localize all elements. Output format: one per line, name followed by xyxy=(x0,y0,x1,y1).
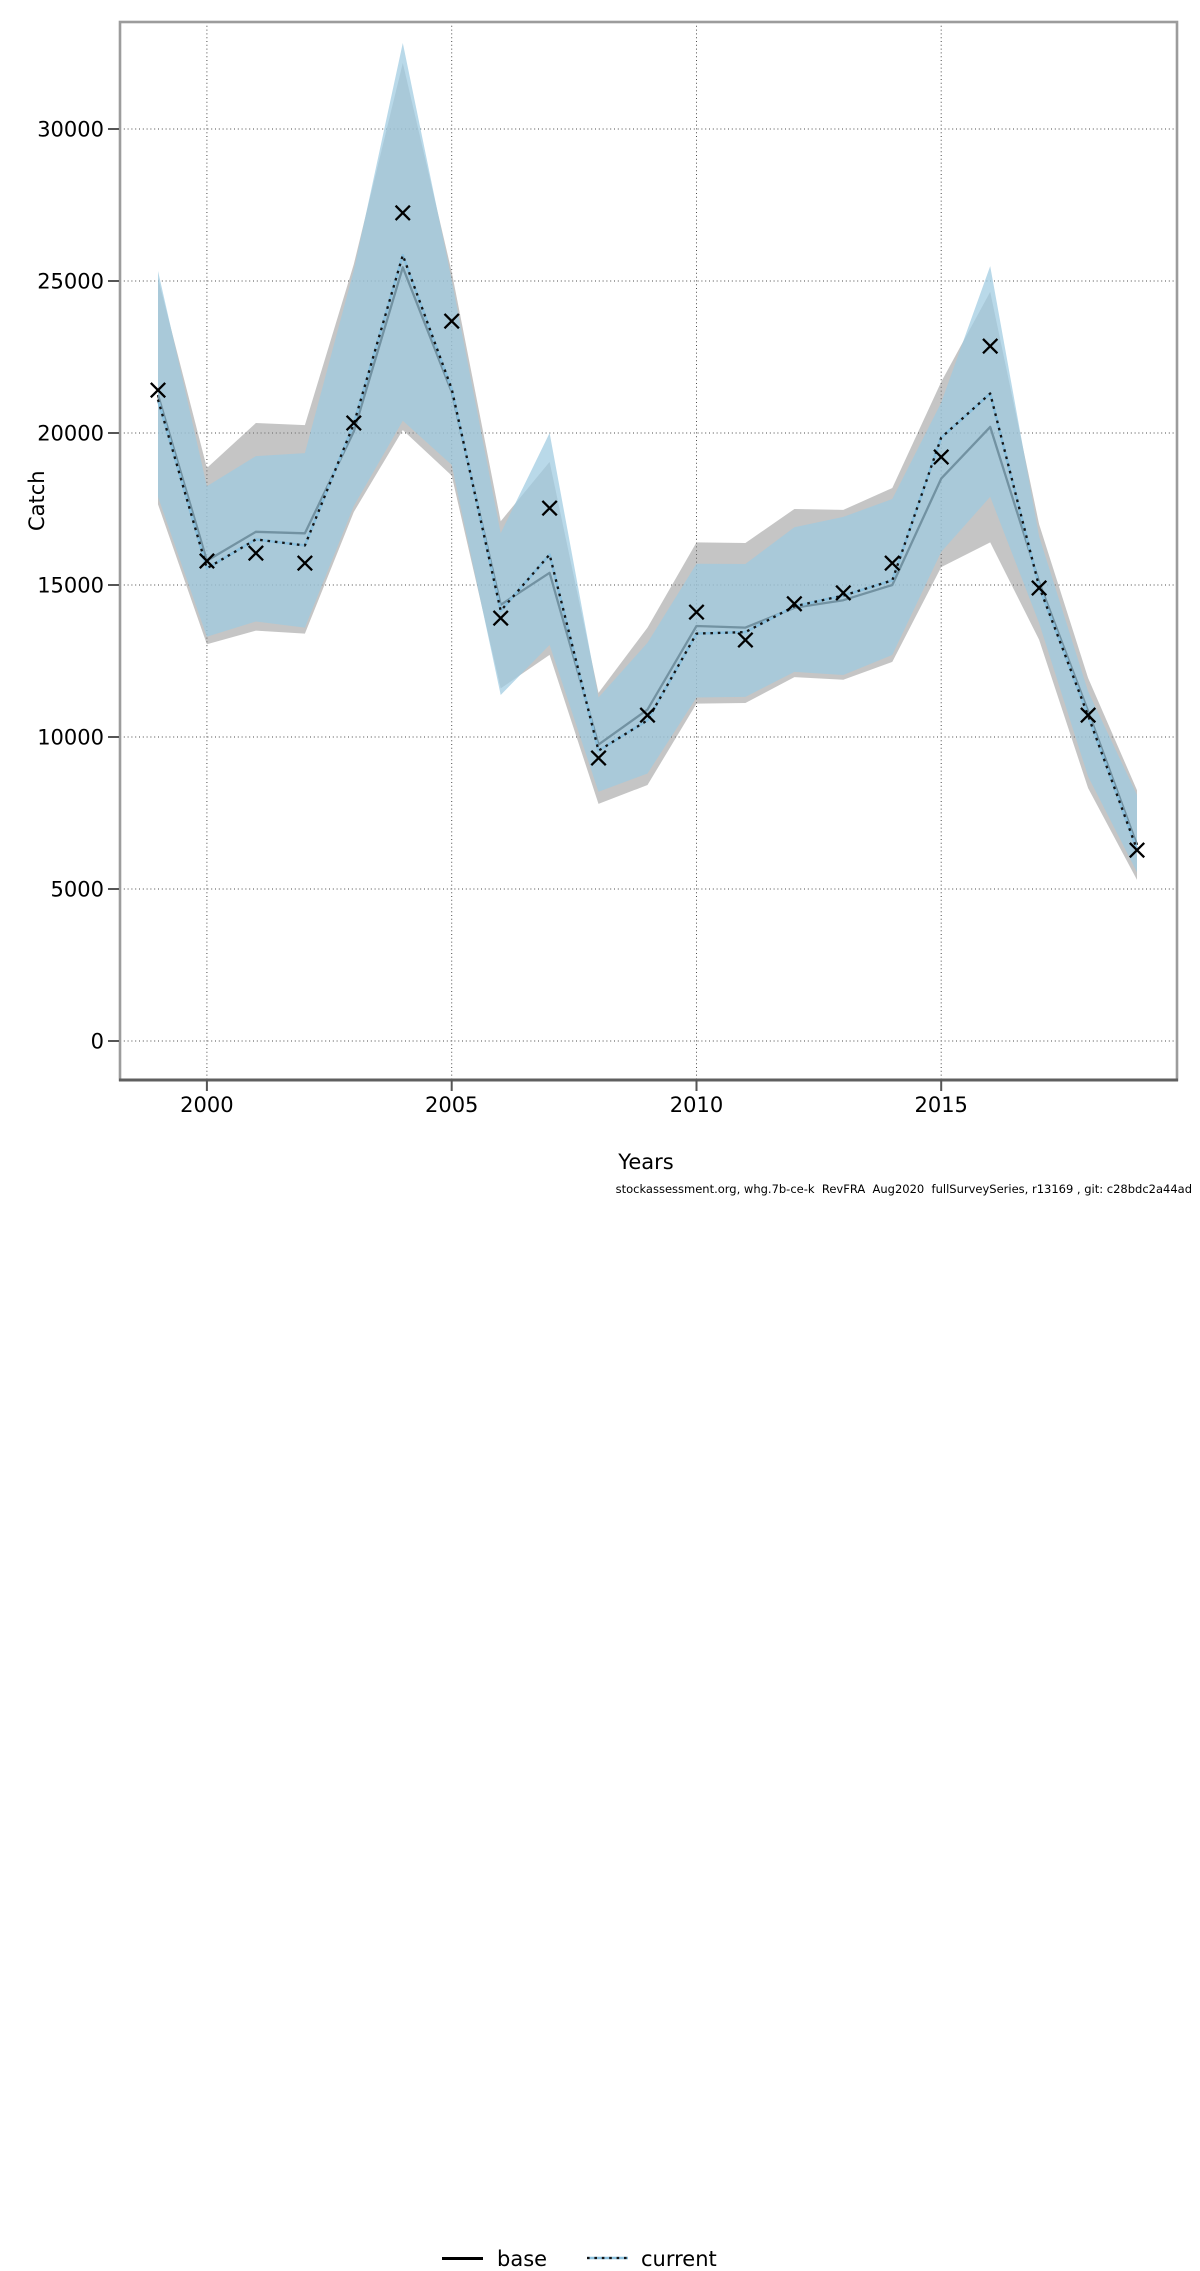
observed-catch-marker xyxy=(1031,579,1048,597)
observed-catch-marker xyxy=(247,545,264,562)
y-tick-label: 25000 xyxy=(37,270,104,294)
observed-catch-marker xyxy=(492,610,509,627)
x-axis-title-wrap: Years xyxy=(618,1150,673,1174)
y-tick-label: 5000 xyxy=(51,878,104,902)
observed-catch-marker xyxy=(345,414,362,432)
footer-provenance-text: stockassessment.org, whg.7b-ce-k RevFRA … xyxy=(615,1182,1192,1196)
current-line xyxy=(156,254,1139,850)
observed-catch-marker xyxy=(149,382,167,399)
y-tick-label: 30000 xyxy=(37,118,104,142)
observed-catch-marker xyxy=(835,584,852,601)
y-tick-label: 10000 xyxy=(37,726,104,750)
observed-catch-marker xyxy=(541,500,558,517)
x-tick-label: 2010 xyxy=(670,1093,723,1117)
observed-catch-marker xyxy=(737,631,754,649)
observed-catch-marker xyxy=(394,204,411,221)
x-tick-label: 2000 xyxy=(180,1093,233,1117)
observed-catch-marker xyxy=(933,448,950,466)
x-tick-label: 2015 xyxy=(914,1093,967,1117)
legend-base-label: base xyxy=(497,2247,548,2271)
y-tick-label: 15000 xyxy=(37,574,104,598)
y-tick-label: 20000 xyxy=(37,422,104,446)
observed-catch-marker xyxy=(296,555,313,572)
observed-catch-marker xyxy=(1128,842,1146,859)
y-tick-label: 0 xyxy=(91,1030,104,1054)
chart-svg: 0 5000 10000 15000 20000 25000 30000 2000 2005 20… xyxy=(37,20,1179,1117)
legend-base-line-sample xyxy=(442,2257,483,2260)
observed-catch-marker xyxy=(443,313,460,330)
observed-catch-marker xyxy=(688,604,705,621)
observed-catch-marker xyxy=(884,555,901,572)
observed-catch-marker xyxy=(198,552,215,570)
legend-current-label: current xyxy=(641,2247,717,2271)
current-confidence-band xyxy=(158,43,1137,873)
observed-catch-marker xyxy=(982,338,999,355)
observed-catch-marker xyxy=(1080,707,1097,724)
legend-current-line-sample xyxy=(587,2256,628,2260)
observed-catch-marker xyxy=(786,595,803,612)
observed-catch-marker xyxy=(590,749,607,767)
x-tick-label: 2005 xyxy=(425,1093,478,1117)
observed-catch-marker xyxy=(639,707,656,724)
x-axis-title: Years xyxy=(618,1150,674,1174)
